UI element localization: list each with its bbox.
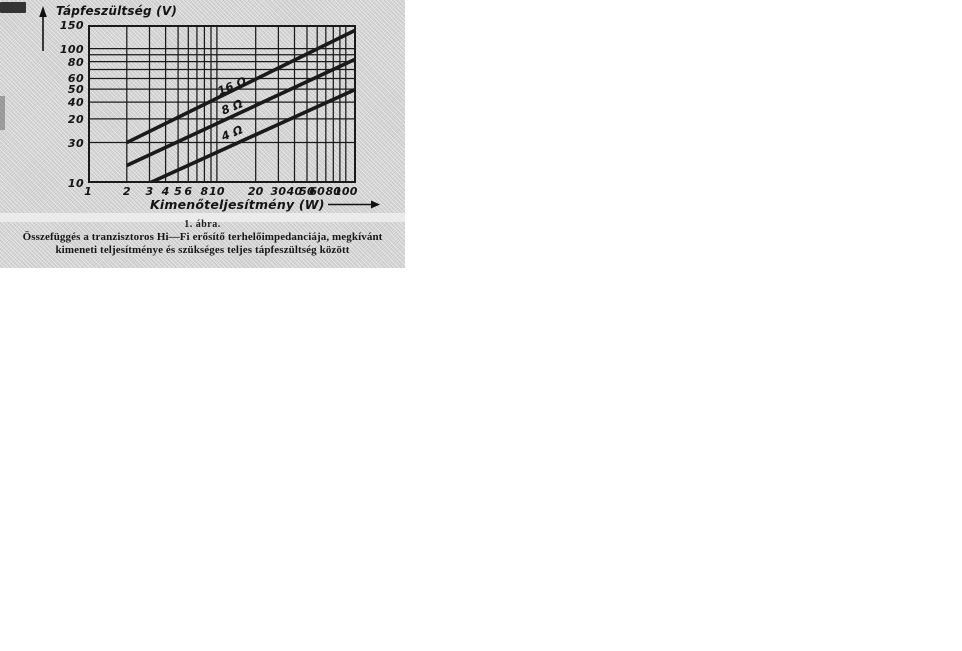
y-tick-label-40: 40 <box>67 96 84 110</box>
y-tick-label-100: 100 <box>59 42 84 56</box>
x-tick-label-50: 50 <box>299 185 315 198</box>
figure-caption-line-2: kimeneti teljesítménye és szükséges telj… <box>55 244 350 256</box>
y-tick-label-30: 30 <box>67 136 84 150</box>
x-tick-label-8: 8 <box>200 185 209 198</box>
scan-smudge <box>0 96 5 130</box>
y-tick-label-80: 80 <box>67 55 84 69</box>
series-line-4ohm <box>148 87 356 183</box>
x-axis-title-row: Kimenőteljesítmény (W) <box>150 197 380 212</box>
y-axis-title: Tápfeszültség (V) <box>56 4 178 18</box>
x-tick-label-60: 60 <box>309 185 326 198</box>
series-line-16ohm <box>126 28 356 145</box>
x-tick-label-80: 80 <box>325 185 342 198</box>
y-axis-arrow-icon <box>39 6 47 51</box>
plot-border <box>88 25 356 183</box>
x-tick-label-1: 1 <box>84 185 92 198</box>
y-tick-label-50: 50 <box>67 83 84 97</box>
scan-smudge <box>0 2 26 13</box>
y-tick-label-20: 20 <box>67 112 84 126</box>
x-axis-arrow-icon <box>327 200 380 209</box>
x-tick-label-10: 10 <box>209 185 225 198</box>
x-tick-label-40: 40 <box>286 185 303 198</box>
chart-plot-area <box>88 25 356 183</box>
x-tick-label-4: 4 <box>161 185 170 198</box>
x-tick-label-5: 5 <box>174 185 183 198</box>
x-tick-label-2: 2 <box>122 185 131 198</box>
scan-light-band <box>0 213 405 222</box>
figure-number: 1. ábra. <box>184 219 221 230</box>
x-tick-label-3: 3 <box>145 185 154 198</box>
x-tick-label-100: 100 <box>334 185 358 198</box>
x-tick-label-20: 20 <box>247 185 264 198</box>
y-tick-label-150: 150 <box>59 19 84 32</box>
x-tick-label-30: 30 <box>270 185 287 198</box>
y-tick-label-10: 10 <box>67 177 84 190</box>
scanned-figure: Tápfeszültség (V) Kimenőteljesítmény (W)… <box>0 0 405 268</box>
figure-caption-line-1: Összefüggés a tranzisztoros Hi—Fi erősít… <box>22 231 383 243</box>
x-tick-label-6: 6 <box>184 185 193 198</box>
series-line-8ohm <box>126 57 356 168</box>
y-tick-label-60: 60 <box>67 72 84 86</box>
x-axis-title: Kimenőteljesítmény (W) <box>150 197 325 212</box>
